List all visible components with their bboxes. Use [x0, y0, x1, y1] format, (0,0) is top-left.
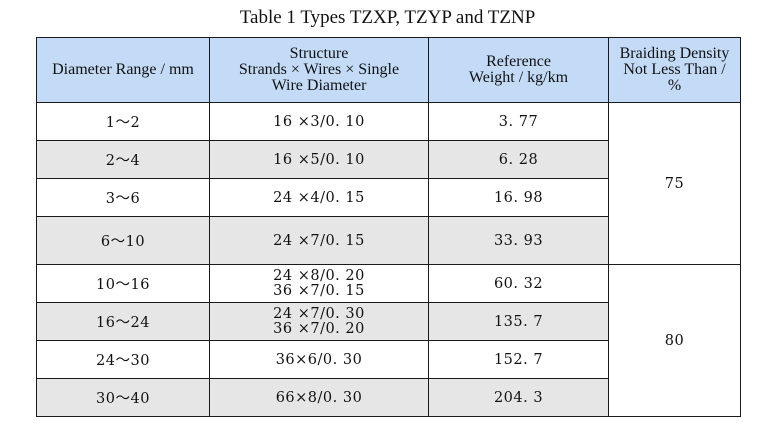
table-row: 10～16 24 ×8/0. 20 36 ×7/0. 15 60. 32 80 — [36, 264, 741, 417]
table-row: 1～2 16 ×3/0. 10 3. 77 75 — [36, 102, 741, 265]
header-density-line-1: Braiding Density — [619, 45, 730, 62]
table-caption: Table 1 Types TZXP, TZYP and TZNP — [239, 7, 536, 28]
weight-cell: 3. 77 — [428, 102, 609, 141]
weight-cell: 33. 93 — [428, 216, 609, 265]
header-structure-line-2: Strands × Wires × Single — [238, 61, 400, 78]
diameter-range-cell: 2～4 — [36, 140, 210, 179]
structure-cell: 66×8/0. 30 — [209, 378, 429, 417]
header-density-line-3: % — [667, 77, 682, 94]
table-row: 6～10 24 ×7/0. 15 33. 93 — [36, 216, 741, 265]
spec-table: Diameter Range / mm Structure Strands × … — [36, 37, 741, 417]
braiding-density-cell: 80 — [608, 264, 741, 417]
structure-cell: 36×6/0. 30 — [209, 340, 429, 379]
header-weight-line-1: Reference — [486, 53, 551, 70]
diameter-range-cell: 16～24 — [36, 302, 210, 341]
structure-line-2: 36 ×7/0. 15 — [273, 282, 365, 299]
structure-cell: 24 ×4/0. 15 — [209, 178, 429, 217]
weight-cell: 16. 98 — [428, 178, 609, 217]
structure-cell: 24 ×7/0. 30 36 ×7/0. 20 — [209, 302, 429, 341]
weight-cell: 135. 7 — [428, 302, 609, 341]
header-diameter-range: Diameter Range / mm — [36, 37, 210, 103]
header-structure-line-3: Wire Diameter — [271, 77, 367, 94]
header-density-line-2: Not Less Than / — [623, 61, 726, 78]
structure-line-2: 36 ×7/0. 20 — [273, 320, 365, 337]
table-row: 3～6 24 ×4/0. 15 16. 98 — [36, 178, 741, 217]
structure-line-1: 24 ×8/0. 20 — [273, 267, 365, 284]
weight-cell: 204. 3 — [428, 378, 609, 417]
structure-cell: 16 ×5/0. 10 — [209, 140, 429, 179]
header-diameter-label: Diameter Range / mm — [52, 61, 194, 78]
table-row: 16～24 24 ×7/0. 30 36 ×7/0. 20 135. 7 — [36, 302, 741, 341]
header-weight-line-2: Weight / kg/km — [468, 69, 569, 86]
table-row: 2～4 16 ×5/0. 10 6. 28 — [36, 140, 741, 179]
header-structure: Structure Strands × Wires × Single Wire … — [209, 37, 429, 103]
diameter-range-cell: 1～2 — [36, 102, 210, 141]
table-row: 24～30 36×6/0. 30 152. 7 — [36, 340, 741, 379]
diameter-range-cell: 10～16 — [36, 264, 210, 303]
weight-cell: 6. 28 — [428, 140, 609, 179]
header-structure-line-1: Structure — [289, 45, 349, 62]
table-row: 30～40 66×8/0. 30 204. 3 — [36, 378, 741, 417]
weight-cell: 152. 7 — [428, 340, 609, 379]
structure-cell: 24 ×7/0. 15 — [209, 216, 429, 265]
header-braiding-density: Braiding Density Not Less Than / % — [608, 37, 741, 103]
header-row: Diameter Range / mm Structure Strands × … — [36, 37, 741, 103]
structure-cell: 24 ×8/0. 20 36 ×7/0. 15 — [209, 264, 429, 303]
diameter-range-cell: 6～10 — [36, 216, 210, 265]
structure-line-1: 24 ×7/0. 30 — [273, 305, 365, 322]
structure-cell: 16 ×3/0. 10 — [209, 102, 429, 141]
diameter-range-cell: 30～40 — [36, 378, 210, 417]
diameter-range-cell: 24～30 — [36, 340, 210, 379]
weight-cell: 60. 32 — [428, 264, 609, 303]
header-reference-weight: Reference Weight / kg/km — [428, 37, 609, 103]
braiding-density-cell: 75 — [608, 102, 741, 265]
diameter-range-cell: 3～6 — [36, 178, 210, 217]
